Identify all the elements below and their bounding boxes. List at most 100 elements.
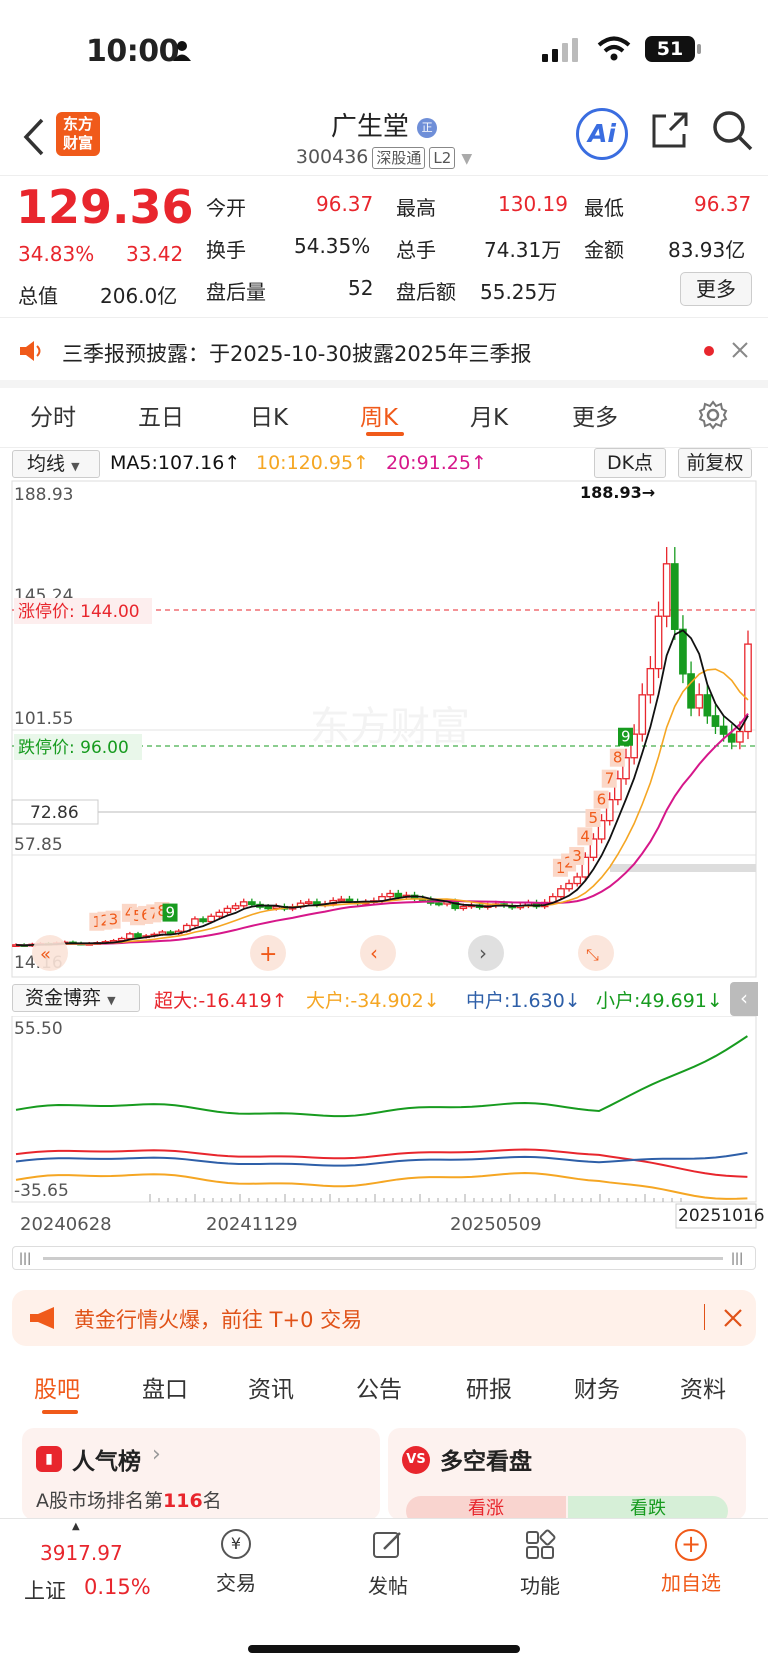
signal-marker-label: 2	[100, 912, 110, 930]
candle-body	[687, 673, 695, 709]
candle-body	[166, 931, 175, 935]
candle-body	[304, 901, 313, 905]
adjust-button[interactable]: 前复权	[678, 448, 752, 478]
zoom-in-icon[interactable]: +	[259, 942, 277, 967]
function-tab[interactable]: 功能	[512, 1529, 568, 1599]
candle-body	[605, 799, 614, 822]
chart-scrollbar[interactable]: ||| |||	[12, 1246, 756, 1270]
candle-body	[638, 694, 647, 735]
candle-body	[126, 933, 134, 940]
add-watchlist-tab[interactable]: + 加自选	[661, 1529, 721, 1595]
after-hours-amount: 55.25万	[480, 280, 558, 304]
tab-finance[interactable]: 财务	[574, 1377, 620, 1403]
person-icon	[173, 41, 191, 61]
search-icon[interactable]	[712, 110, 754, 152]
tab-intraday[interactable]: 分时	[30, 405, 76, 431]
tab-weekly[interactable]: 周K	[360, 405, 399, 431]
candle-body	[703, 694, 712, 717]
tab-five-day[interactable]: 五日	[138, 405, 184, 431]
amount-value: 83.93亿	[668, 238, 746, 262]
trade-tab[interactable]: ¥ 交易	[208, 1529, 264, 1596]
indicator-select[interactable]: 均线 ▼	[12, 450, 100, 478]
date-label-2: 20241129	[206, 1214, 298, 1235]
tab-forum[interactable]: 股吧	[34, 1377, 80, 1403]
promo-text: 黄金行情火爆，前往 T+0 交易	[74, 1308, 363, 1332]
tab-daily[interactable]: 日K	[250, 405, 289, 431]
chevron-right-icon: ›	[152, 1442, 161, 1467]
candle-body	[719, 725, 728, 735]
signal-marker	[577, 827, 593, 846]
small-label: 小户:49.691↓	[596, 990, 723, 1012]
candle-body	[581, 856, 590, 878]
connect-tag: 深股通	[372, 147, 426, 169]
candle-body	[248, 901, 256, 906]
signal-marker-label: 9	[166, 904, 176, 922]
tab-profile[interactable]: 资料	[680, 1377, 726, 1403]
signal-marker-label: 8	[157, 902, 167, 920]
signal-marker-label: 3	[109, 911, 119, 929]
expand-icon[interactable]: ⤡	[586, 945, 599, 964]
tab-news[interactable]: 资讯	[248, 1377, 294, 1403]
ai-icon[interactable]: Ai	[576, 108, 628, 160]
vs-icon: VS	[402, 1446, 430, 1474]
stock-code-row[interactable]: 300436 深股通 L2 ▼	[0, 146, 768, 169]
signal-marker	[585, 808, 601, 827]
wifi-icon	[597, 36, 631, 61]
candle-body	[231, 905, 240, 910]
scroll-handle-left[interactable]: |||	[19, 1251, 32, 1265]
rewind-icon[interactable]: «	[40, 944, 51, 965]
share-icon[interactable]	[650, 110, 690, 150]
crosshair-price-label: 72.86	[30, 803, 79, 823]
signal-icon	[542, 38, 578, 62]
bearish-button[interactable]: 看跌	[568, 1496, 728, 1520]
after-hours-volume: 52	[348, 276, 374, 300]
notice-bar[interactable]: 三季报预披露：于2025-10-30披露2025年三季报	[0, 318, 768, 388]
yen-icon: ¥	[221, 1529, 251, 1559]
promo-banner[interactable]: 黄金行情火爆，前往 T+0 交易	[12, 1290, 756, 1346]
tab-orderbook[interactable]: 盘口	[142, 1377, 188, 1403]
more-button[interactable]: 更多	[680, 272, 752, 306]
popularity-rank: 116	[163, 1490, 203, 1512]
post-tab[interactable]: 发帖	[360, 1529, 416, 1599]
candle-body	[727, 733, 736, 743]
signal-marker-label: 2	[564, 854, 574, 872]
collapse-icon[interactable]: ‹	[730, 982, 758, 1016]
chevron-right-icon[interactable]: ›	[479, 941, 487, 965]
ma20-line	[15, 713, 749, 947]
speaker-icon	[20, 341, 41, 361]
megaphone-icon	[30, 1307, 54, 1329]
tab-research[interactable]: 研报	[466, 1377, 512, 1403]
unread-dot	[704, 346, 714, 356]
date-label-3: 20250509	[450, 1214, 542, 1235]
back-icon[interactable]	[22, 118, 46, 156]
low-value: 96.37	[694, 192, 752, 216]
bullish-button[interactable]: 看涨	[406, 1496, 566, 1520]
ma20-label: 20:91.25↑	[386, 452, 487, 474]
date-label-4: 20251016	[678, 1206, 765, 1226]
watermark: 东方财富	[310, 705, 470, 749]
tab-announcement[interactable]: 公告	[356, 1377, 402, 1403]
y-max-label: 188.93	[14, 485, 73, 505]
popularity-card[interactable]: ▮ 人气榜 › A股市场排名第116名	[22, 1428, 380, 1520]
fund-select[interactable]: 资金博弈 ▼	[12, 984, 140, 1012]
gear-icon[interactable]	[698, 400, 728, 430]
tab-more[interactable]: 更多	[572, 405, 618, 431]
turnover-value: 54.35%	[294, 234, 371, 258]
chevron-left-icon[interactable]: ‹	[370, 941, 378, 965]
signal-marker	[609, 748, 625, 767]
dk-point-button[interactable]: DK点	[594, 448, 666, 478]
candle-body	[565, 882, 573, 890]
edit-icon	[373, 1532, 401, 1558]
close-icon[interactable]	[732, 342, 748, 358]
plus-icon: +	[675, 1529, 707, 1561]
tab-monthly[interactable]: 月K	[470, 405, 509, 431]
ma5-line	[15, 629, 749, 947]
candle-body	[744, 643, 752, 733]
close-icon[interactable]	[724, 1309, 742, 1327]
scroll-handle-right[interactable]: |||	[731, 1251, 744, 1265]
bull-bear-card[interactable]: VS 多空看盘 看涨 看跌	[388, 1428, 746, 1520]
chevron-down-icon: ▼	[461, 151, 473, 167]
active-tab-indicator	[366, 432, 404, 436]
index-value[interactable]: 3917.97	[40, 1541, 123, 1565]
